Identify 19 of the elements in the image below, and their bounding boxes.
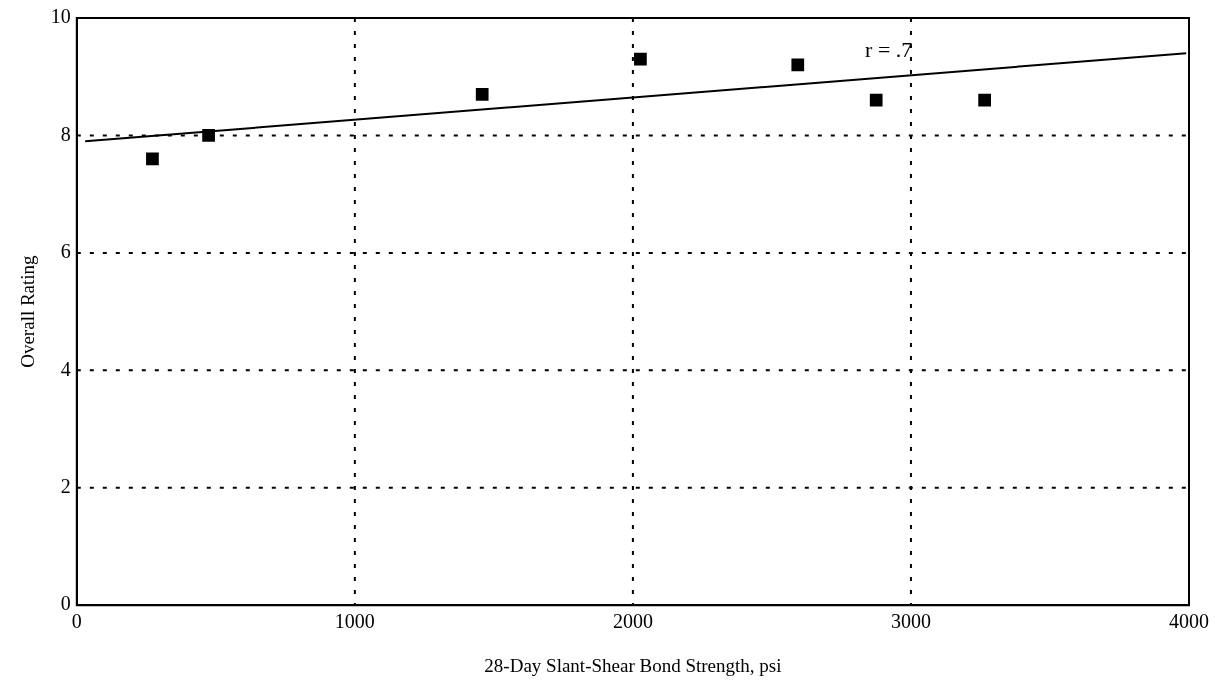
point	[791, 58, 805, 72]
y-tick-label: 10	[50, 5, 71, 28]
point	[202, 129, 215, 142]
point	[978, 93, 991, 107]
y-tick-label: 6	[60, 240, 71, 263]
point	[475, 87, 489, 101]
x-tick-label: 2000	[612, 610, 653, 633]
x-tick-label: 3000	[890, 610, 931, 633]
point	[869, 93, 883, 107]
y-tick-label: 2	[60, 475, 71, 498]
y-tick-label: 0	[60, 592, 71, 615]
y-tick-label: 8	[60, 122, 71, 145]
point	[634, 52, 647, 66]
x-tick-label: 4000	[1169, 610, 1209, 633]
x-axis-title: 28-Day Slant-Shear Bond Strength, psi	[484, 654, 782, 676]
point	[146, 152, 159, 166]
x-tick-label: 1000	[334, 610, 375, 633]
y-axis-title: Overall Rating	[17, 254, 39, 368]
y-tick-label: 4	[60, 357, 71, 380]
